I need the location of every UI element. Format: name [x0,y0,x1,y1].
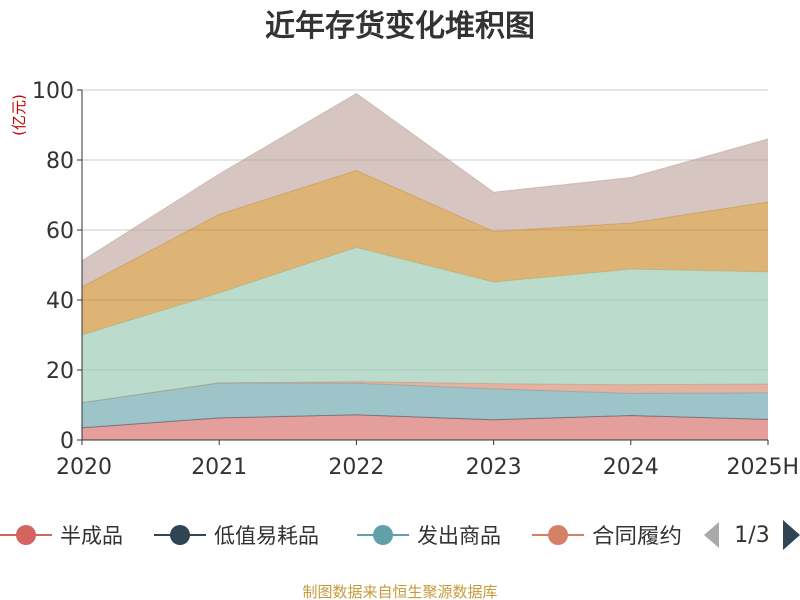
axes [77,89,769,445]
legend: 半成品 低值易耗品 发出商品 合同履约 [0,524,682,548]
legend-marker-icon [548,525,568,545]
area-series-5 [82,247,768,403]
x-tick-labels: 2020 2021 2022 2023 2024 2025H [56,455,799,480]
x-tick-label: 2023 [466,455,522,480]
area-series-7 [82,93,768,287]
y-axis-unit: (亿元) [10,94,28,136]
chart-title: 近年存货变化堆积图 [265,9,535,44]
legend-prev-icon[interactable] [704,522,719,548]
legend-item[interactable]: 半成品 [0,524,123,548]
legend-pager: 1/3 [704,520,800,550]
source-note: 制图数据来自恒生聚源数据库 [302,583,497,600]
x-tick-label: 2021 [191,455,247,480]
y-tick-labels: 0 20 40 60 80 100 [32,79,74,454]
legend-label: 合同履约 [592,524,682,548]
legend-item[interactable]: 合同履约 [532,524,682,548]
legend-next-icon[interactable] [783,520,800,550]
area-series-6 [82,170,768,335]
x-tick-label: 2024 [603,455,659,480]
y-tick-label: 0 [60,429,74,454]
y-tick-label: 60 [46,219,74,244]
area-series-3 [82,382,768,428]
x-tick-label: 2022 [328,455,384,480]
area-series-4 [82,381,768,403]
legend-item[interactable]: 发出商品 [357,524,501,548]
y-tick-label: 80 [46,149,74,174]
legend-marker-icon [373,525,393,545]
legend-label: 发出商品 [417,524,501,548]
y-tick-label: 40 [46,289,74,314]
legend-marker-icon [170,525,190,545]
legend-item[interactable]: 低值易耗品 [154,524,319,548]
stacked-areas [81,92,769,440]
area-series-1 [82,414,768,440]
legend-label: 半成品 [60,524,123,548]
y-tick-label: 20 [46,359,74,384]
legend-marker-icon [16,525,36,545]
area-series-line-7 [81,92,769,262]
x-tick-label: 2020 [56,455,112,480]
legend-page-indicator: 1/3 [734,523,769,548]
x-tick-label: 2025H [726,455,799,480]
y-tick-label: 100 [32,79,74,104]
legend-label: 低值易耗品 [214,524,319,548]
